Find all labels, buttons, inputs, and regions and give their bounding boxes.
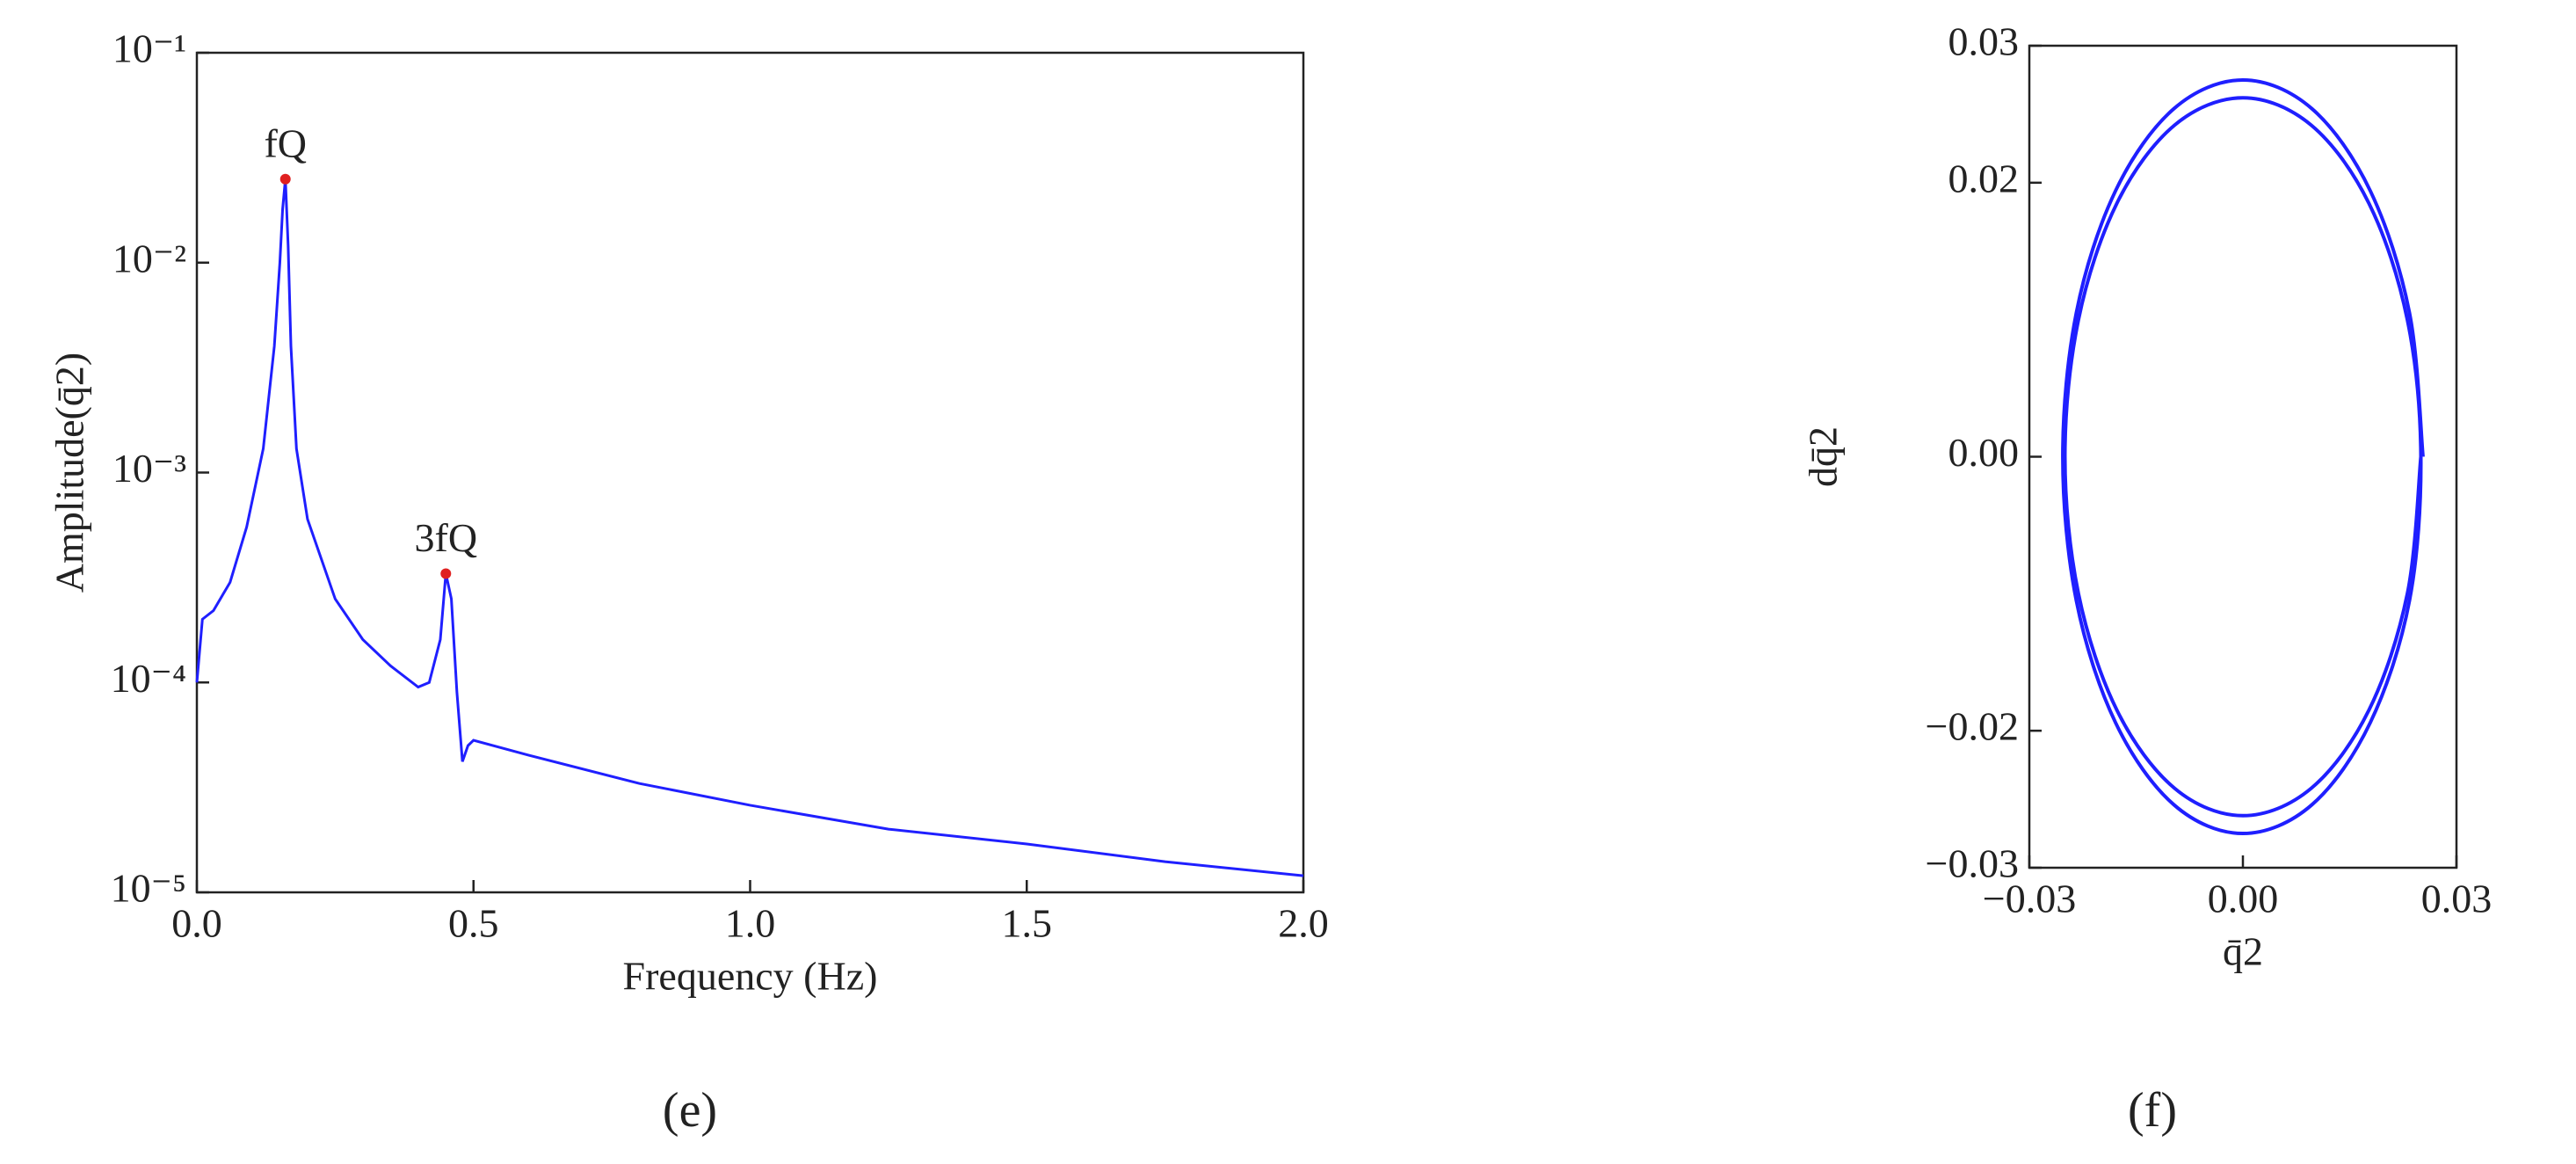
x-tick-label: −0.03 (1983, 877, 2076, 921)
x-tick-label: 0.03 (2421, 877, 2493, 921)
plot-frame (2028, 44, 2458, 869)
x-tick-label: 0.0 (171, 901, 222, 946)
y-tick-label: 10⁻⁵ (111, 866, 186, 911)
y-tick-label: 10⁻³ (112, 446, 186, 491)
peak-marker (279, 173, 291, 185)
data-line (2061, 77, 2425, 836)
plot-frame (195, 51, 1305, 894)
x-tick-label: 1.0 (725, 901, 776, 946)
peak-marker (440, 568, 452, 579)
x-tick-label: 1.5 (1002, 901, 1053, 946)
x-axis-label: Frequency (Hz) (623, 954, 878, 999)
caption: (e) (663, 1083, 717, 1138)
data-line (195, 178, 1304, 877)
y-tick-label: 10⁻⁴ (111, 656, 186, 701)
y-axis-label: Amplitude(q̄2) (47, 353, 92, 593)
x-tick-label: 0.5 (448, 901, 499, 946)
peak-label: fQ (264, 120, 307, 165)
x-axis-label: q̄2 (2223, 929, 2263, 974)
y-tick-label: 0.02 (1948, 156, 2020, 200)
y-axis-label: dq̄2 (1801, 426, 1846, 487)
y-tick-label: 0.03 (1948, 19, 2020, 64)
peak-label: 3fQ (415, 515, 478, 560)
y-tick-label: −0.02 (1926, 704, 2019, 749)
y-tick-label: 10⁻¹ (112, 26, 186, 71)
x-tick-label: 0.00 (2208, 877, 2279, 921)
y-tick-label: −0.03 (1926, 841, 2019, 886)
x-tick-label: 2.0 (1278, 901, 1329, 946)
y-tick-label: 10⁻² (112, 236, 186, 280)
caption: (f) (2128, 1083, 2177, 1138)
y-tick-label: 0.00 (1948, 430, 2020, 475)
